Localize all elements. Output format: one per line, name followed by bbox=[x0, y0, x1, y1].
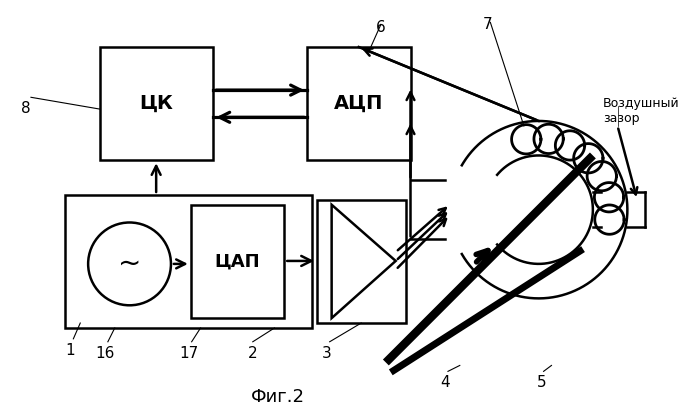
Text: 4: 4 bbox=[440, 375, 450, 390]
Text: 5: 5 bbox=[537, 375, 547, 390]
Bar bbox=[307, 47, 410, 160]
Bar bbox=[66, 195, 312, 328]
Bar bbox=[317, 200, 406, 323]
Text: ~: ~ bbox=[118, 250, 141, 278]
Text: 16: 16 bbox=[95, 346, 114, 361]
Text: 1: 1 bbox=[66, 343, 75, 358]
Text: ЦК: ЦК bbox=[140, 94, 174, 113]
Text: 17: 17 bbox=[179, 346, 198, 361]
Text: ЦАП: ЦАП bbox=[215, 252, 260, 270]
Polygon shape bbox=[332, 205, 396, 318]
Text: 8: 8 bbox=[21, 101, 31, 116]
Text: Фиг.2: Фиг.2 bbox=[251, 388, 304, 406]
Text: 2: 2 bbox=[248, 346, 258, 361]
Text: АЦП: АЦП bbox=[334, 94, 383, 113]
Bar bbox=[191, 205, 284, 318]
Bar bbox=[100, 47, 214, 160]
Text: Воздушный
зазор: Воздушный зазор bbox=[603, 97, 679, 125]
Text: 6: 6 bbox=[376, 21, 386, 35]
Text: 7: 7 bbox=[482, 17, 492, 32]
Circle shape bbox=[88, 222, 171, 305]
Text: 3: 3 bbox=[322, 346, 332, 361]
